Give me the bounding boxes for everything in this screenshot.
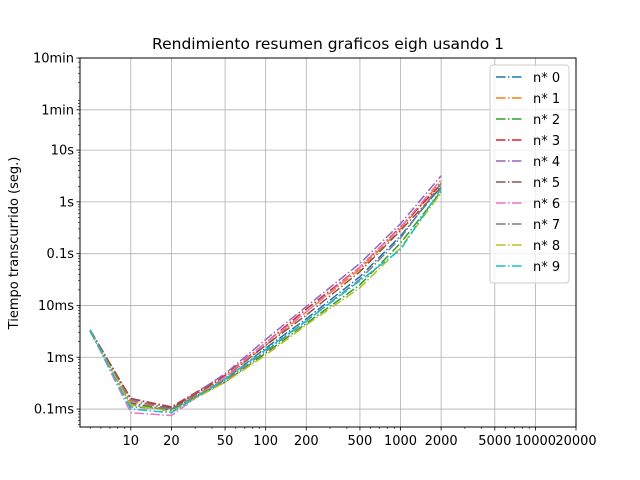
series-line-1 bbox=[89, 180, 442, 410]
series-lines bbox=[89, 175, 442, 417]
series-line-2 bbox=[89, 190, 442, 410]
x-axis: 10 20 50 100 200 500 1000 2000 5000 10000 20000 bbox=[123, 427, 597, 449]
x-tick-label: 1000 bbox=[384, 434, 417, 449]
x-tick-label: 100 bbox=[253, 434, 278, 449]
y-tick-label: 10min bbox=[33, 52, 74, 67]
legend-label: n* 6 bbox=[533, 197, 560, 212]
legend-label: n* 5 bbox=[533, 176, 560, 191]
legend-label: n* 1 bbox=[533, 92, 560, 107]
legend-label: n* 9 bbox=[533, 260, 560, 275]
chart-title: Rendimiento resumen graficos eigh usando… bbox=[152, 35, 504, 53]
x-tick-label: 20000 bbox=[555, 434, 596, 449]
legend: n* 0 n* 1 n* 2 n* 3 n* 4 n* 5 n* 6 n* 7 n* 8 n* 9 bbox=[489, 64, 570, 284]
x-tick-label: 500 bbox=[348, 434, 373, 449]
series-line-0 bbox=[89, 185, 442, 411]
x-tick-label: 20 bbox=[163, 434, 180, 449]
legend-label: n* 3 bbox=[533, 134, 560, 149]
y-axis-label: Tiempo transcurrido (seg.) bbox=[7, 157, 22, 331]
y-tick-label: 0.1ms bbox=[34, 403, 74, 418]
x-tick-label: 50 bbox=[217, 434, 234, 449]
y-tick-label: 1ms bbox=[46, 351, 74, 366]
series-line-9 bbox=[89, 188, 442, 414]
legend-label: n* 8 bbox=[533, 239, 560, 254]
y-axis: 0.1ms 1ms 10ms 0.1s 1s 10s 1min 10min bbox=[33, 52, 80, 418]
x-tick-label: 200 bbox=[294, 434, 319, 449]
series-line-4 bbox=[89, 175, 442, 410]
y-tick-label: 1s bbox=[59, 195, 74, 210]
x-tick-label: 10000 bbox=[515, 434, 556, 449]
y-tick-label: 0.1s bbox=[47, 247, 75, 262]
legend-label: n* 7 bbox=[533, 218, 560, 233]
y-tick-label: 10ms bbox=[38, 299, 74, 314]
series-line-6 bbox=[89, 179, 442, 417]
x-tick-label: 2000 bbox=[425, 434, 458, 449]
legend-label: n* 2 bbox=[533, 113, 560, 128]
x-tick-label: 10 bbox=[123, 434, 140, 449]
plot-frame bbox=[79, 57, 577, 428]
legend-box bbox=[489, 64, 570, 284]
series-line-8 bbox=[89, 192, 442, 413]
legend-label: n* 4 bbox=[533, 155, 560, 170]
y-tick-label: 1min bbox=[41, 103, 74, 118]
y-tick-label: 10s bbox=[51, 144, 75, 159]
x-tick-label: 5000 bbox=[478, 434, 511, 449]
legend-label: n* 0 bbox=[533, 71, 560, 86]
